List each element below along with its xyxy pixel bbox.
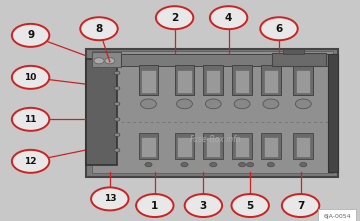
Bar (296, 137, 310, 157)
Circle shape (205, 99, 221, 109)
Circle shape (114, 87, 120, 90)
Bar (139, 133, 158, 159)
Bar (328, 54, 338, 172)
Text: 12: 12 (24, 157, 37, 166)
Bar (235, 137, 249, 157)
Circle shape (136, 194, 174, 217)
Circle shape (231, 194, 269, 217)
Text: 11: 11 (24, 115, 37, 124)
Circle shape (282, 194, 319, 217)
Bar (86, 49, 338, 177)
Circle shape (247, 162, 254, 167)
Circle shape (234, 99, 250, 109)
Text: 3: 3 (200, 200, 207, 211)
Text: 6: 6 (275, 24, 283, 34)
Bar (92, 51, 333, 173)
Bar (203, 133, 223, 159)
Text: 7: 7 (297, 200, 304, 211)
Circle shape (176, 99, 192, 109)
Circle shape (12, 150, 49, 173)
Text: Fuse-Box.info: Fuse-Box.info (190, 135, 242, 144)
Bar (232, 133, 252, 159)
Circle shape (91, 187, 129, 210)
Circle shape (156, 6, 193, 29)
Bar (261, 133, 281, 159)
Circle shape (114, 71, 120, 75)
Text: 4: 4 (225, 13, 232, 23)
Bar (177, 137, 192, 157)
Circle shape (210, 6, 247, 29)
Bar (235, 70, 249, 93)
Circle shape (300, 162, 307, 167)
Circle shape (145, 162, 152, 167)
Circle shape (141, 99, 156, 109)
Bar (203, 65, 223, 95)
Bar (283, 49, 304, 54)
Bar (121, 54, 328, 66)
Text: 8: 8 (95, 24, 103, 34)
Bar (175, 133, 194, 159)
Bar (206, 70, 220, 93)
Text: 9: 9 (27, 30, 34, 40)
Circle shape (181, 162, 188, 167)
Bar (139, 65, 158, 95)
Circle shape (114, 133, 120, 137)
Circle shape (114, 149, 120, 152)
Bar (86, 59, 117, 165)
Text: 2: 2 (171, 13, 178, 23)
Bar (141, 137, 156, 157)
Circle shape (295, 99, 311, 109)
Bar (175, 65, 194, 95)
Circle shape (12, 24, 49, 47)
Bar (177, 70, 192, 93)
Text: 10: 10 (24, 73, 37, 82)
Circle shape (94, 58, 104, 64)
Text: 1: 1 (151, 200, 158, 211)
Circle shape (114, 118, 120, 121)
Circle shape (238, 162, 246, 167)
Circle shape (210, 162, 217, 167)
Circle shape (12, 66, 49, 89)
Bar (293, 133, 313, 159)
Text: 6JA-0054: 6JA-0054 (323, 214, 351, 219)
Bar (261, 65, 281, 95)
Bar (232, 65, 252, 95)
Bar (92, 52, 121, 67)
Text: 13: 13 (104, 194, 116, 203)
Bar (141, 70, 156, 93)
Circle shape (12, 108, 49, 131)
Circle shape (185, 194, 222, 217)
Bar (264, 70, 278, 93)
Circle shape (80, 17, 118, 40)
Bar (293, 65, 313, 95)
Circle shape (260, 17, 298, 40)
Bar (296, 70, 310, 93)
Circle shape (114, 102, 120, 106)
Text: 5: 5 (247, 200, 254, 211)
Bar (272, 53, 326, 66)
Bar (206, 137, 220, 157)
Circle shape (267, 162, 275, 167)
Circle shape (105, 58, 115, 64)
Circle shape (263, 99, 279, 109)
Bar (264, 137, 278, 157)
